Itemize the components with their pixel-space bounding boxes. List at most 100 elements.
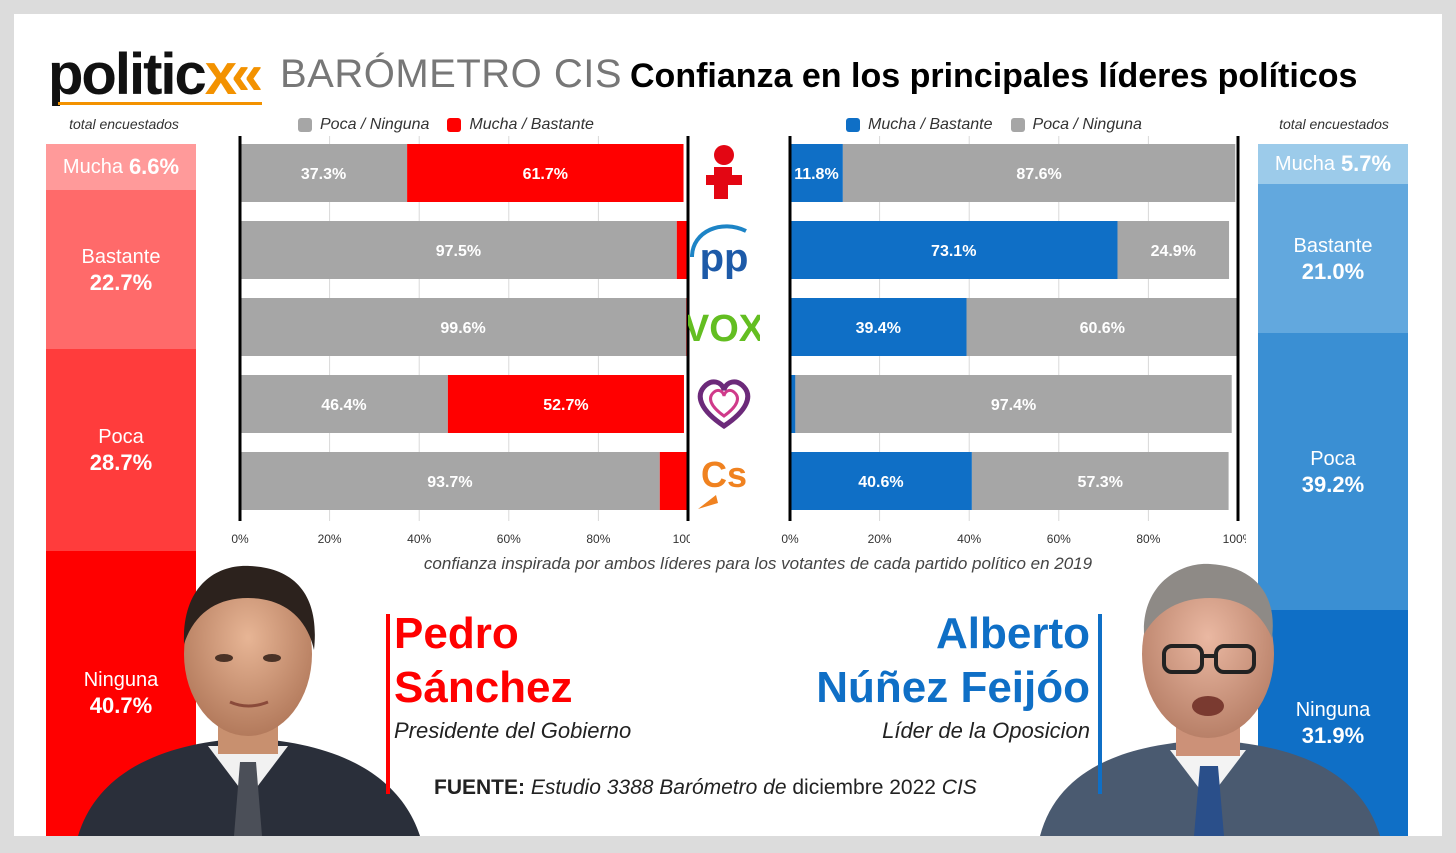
sanchez-last-name: Sánchez — [394, 663, 573, 712]
podemos-heart-icon — [682, 375, 766, 433]
right-stack-segment-mucha: Mucha 5.7% — [1258, 144, 1408, 185]
right-bar-podemos-0 — [790, 375, 796, 433]
legend-swatch-mucha — [846, 118, 860, 132]
alberto-feijoo-photo — [1040, 563, 1380, 836]
right-stack-caption: total encuestados — [1279, 116, 1389, 132]
left-bar-vox-0 — [240, 298, 687, 356]
source-text: Estudio 3388 Barómetro de — [530, 776, 787, 799]
left-data-label: 46.4% — [321, 397, 366, 414]
left-x-tick-label: 0% — [231, 532, 249, 546]
left-data-label: 93.7% — [427, 474, 472, 491]
right-data-label: 87.6% — [1016, 166, 1061, 183]
feijoo-role: Líder de la Oposicion — [882, 718, 1090, 743]
left-x-tick-label: 60% — [497, 532, 521, 546]
legend-swatch-poca — [1010, 118, 1025, 132]
cs-icon: Cs — [682, 452, 766, 510]
right-data-label: 97.4% — [991, 397, 1036, 414]
legend-swatch-poca — [298, 118, 312, 132]
psoe-rose-icon — [682, 144, 766, 202]
vox-icon: VOX — [682, 298, 766, 356]
right-bar-podemos-1 — [795, 375, 1232, 433]
left-data-label: 37.3% — [301, 166, 346, 183]
sanchez-accent-bar — [386, 614, 390, 794]
left-stack-caption: total encuestados — [69, 116, 179, 132]
pedro-sanchez-photo — [78, 565, 420, 836]
right-data-label: 73.1% — [931, 243, 976, 260]
right-legend: Mucha / Bastante Poca / Ninguna — [846, 116, 1142, 134]
right-x-tick-label: 20% — [868, 532, 892, 546]
legend-label-poca: Poca / Ninguna — [320, 116, 430, 133]
source-note: FUENTE: Estudio 3388 Barómetro de diciem… — [434, 776, 977, 800]
right-stack-segment-poca: Poca 39.2% — [1258, 332, 1408, 611]
right-x-tick-label: 0% — [781, 532, 799, 546]
right-bar-vox-1 — [966, 298, 1238, 356]
left-bar-cs-0 — [240, 452, 660, 510]
svg-text:Cs: Cs — [701, 454, 747, 495]
right-bar-vox-0 — [790, 298, 967, 356]
left-x-tick-label: 40% — [407, 532, 431, 546]
stack-segment-value: 39.2% — [1301, 471, 1365, 497]
right-stack-segment-bastante: Bastante 21.0% — [1258, 184, 1408, 333]
sanchez-role: Presidente del Gobierno — [394, 718, 632, 743]
right-bar-psoe-0 — [790, 144, 843, 202]
right-x-tick-label: 100% — [1223, 532, 1246, 546]
stack-segment-label: Mucha — [62, 156, 123, 179]
legend-label-mucha: Mucha / Bastante — [868, 116, 993, 133]
stack-segment-label: Ninguna — [83, 669, 159, 692]
left-stack-segment-mucha: Mucha 6.6% — [46, 144, 196, 191]
feijoo-confidence-chart: 0% 20% 40% 60% 80% 100% 11.8% 87.6% 73.1% 24.9% 39… — [781, 136, 1246, 546]
right-bar-cs-0 — [790, 452, 972, 510]
left-legend: Poca / Ninguna Mucha / Bastante — [298, 116, 594, 134]
left-bar-psoe-0 — [240, 144, 408, 202]
legend-label-mucha: Mucha / Bastante — [469, 116, 594, 133]
right-x-tick-label: 60% — [1047, 532, 1071, 546]
left-stack-segment-bastante: Bastante 22.7% — [46, 190, 196, 350]
right-x-tick-label: 40% — [957, 532, 981, 546]
logo-word: politic — [48, 42, 207, 107]
left-bar-psoe-1 — [407, 144, 684, 202]
right-data-label: 24.9% — [1151, 243, 1196, 260]
right-bar-pp-0 — [790, 221, 1118, 279]
stack-segment-value: 22.7% — [89, 269, 153, 295]
feijoo-last-name: Núñez Feijóo — [816, 663, 1090, 712]
sanchez-first-name: Pedro — [394, 609, 519, 658]
left-bar-podemos-0 — [240, 375, 448, 433]
barometer-label: BARÓMETRO CIS — [280, 52, 623, 96]
logo-chevron: x« — [204, 42, 263, 107]
left-total-stack: Mucha 6.6% Bastante 22.7% Poca 28.7% Ninguna 40… — [46, 144, 196, 836]
stack-segment-label: Bastante — [1293, 234, 1373, 257]
logo-underline — [58, 102, 262, 105]
chart-subtitle: confianza inspirada por ambos líderes pa… — [423, 554, 1093, 573]
stack-segment-value: 6.6% — [128, 154, 180, 180]
right-data-label: 40.6% — [858, 474, 903, 491]
stack-segment-label: Ninguna — [1295, 699, 1371, 722]
left-stack-segment-poca: Poca 28.7% — [46, 349, 196, 551]
left-data-label: 61.7% — [523, 166, 568, 183]
left-bar-pp-0 — [240, 221, 677, 279]
stack-segment-label: Poca — [98, 426, 144, 449]
politicx-logo: politicx« — [48, 42, 263, 108]
right-bar-psoe-1 — [842, 144, 1236, 202]
stack-segment-label: Bastante — [81, 245, 161, 268]
left-x-tick-label: 20% — [318, 532, 342, 546]
stack-segment-value: 31.9% — [1301, 723, 1365, 749]
svg-text:pp: pp — [700, 236, 749, 279]
right-bar-cs-1 — [971, 452, 1229, 510]
right-data-label: 60.6% — [1080, 320, 1125, 337]
source-label: FUENTE: — [434, 776, 525, 799]
left-bar-cs-1 — [659, 452, 688, 510]
source-org: CIS — [941, 776, 977, 799]
feijoo-accent-bar — [1098, 614, 1102, 794]
page-title: Confianza en los principales líderes pol… — [630, 57, 1358, 95]
party-logo-column: pp VOX Cs — [682, 144, 766, 524]
right-data-label: 39.4% — [856, 320, 901, 337]
stack-segment-value: 21.0% — [1301, 258, 1365, 284]
pp-icon: pp — [682, 221, 766, 279]
stack-segment-value: 28.7% — [89, 450, 153, 476]
svg-text:VOX: VOX — [688, 308, 760, 350]
left-bar-podemos-1 — [447, 375, 684, 433]
stack-segment-value: 40.7% — [89, 693, 153, 719]
left-x-tick-label: 100% — [673, 532, 690, 546]
source-date: diciembre 2022 — [792, 776, 936, 799]
stack-segment-label: Mucha — [1274, 153, 1335, 176]
